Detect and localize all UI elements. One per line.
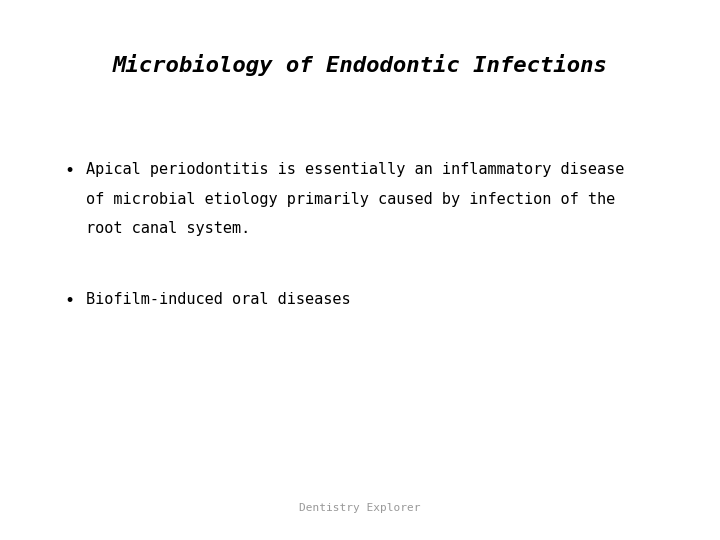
Text: •: • xyxy=(65,292,75,309)
Text: Dentistry Explorer: Dentistry Explorer xyxy=(300,503,420,513)
Text: Microbiology of Endodontic Infections: Microbiology of Endodontic Infections xyxy=(112,54,608,76)
Text: Apical periodontitis is essentially an inflammatory disease: Apical periodontitis is essentially an i… xyxy=(86,162,625,177)
Text: root canal system.: root canal system. xyxy=(86,221,251,237)
Text: Biofilm-induced oral diseases: Biofilm-induced oral diseases xyxy=(86,292,351,307)
Text: of microbial etiology primarily caused by infection of the: of microbial etiology primarily caused b… xyxy=(86,192,616,207)
Text: •: • xyxy=(65,162,75,180)
